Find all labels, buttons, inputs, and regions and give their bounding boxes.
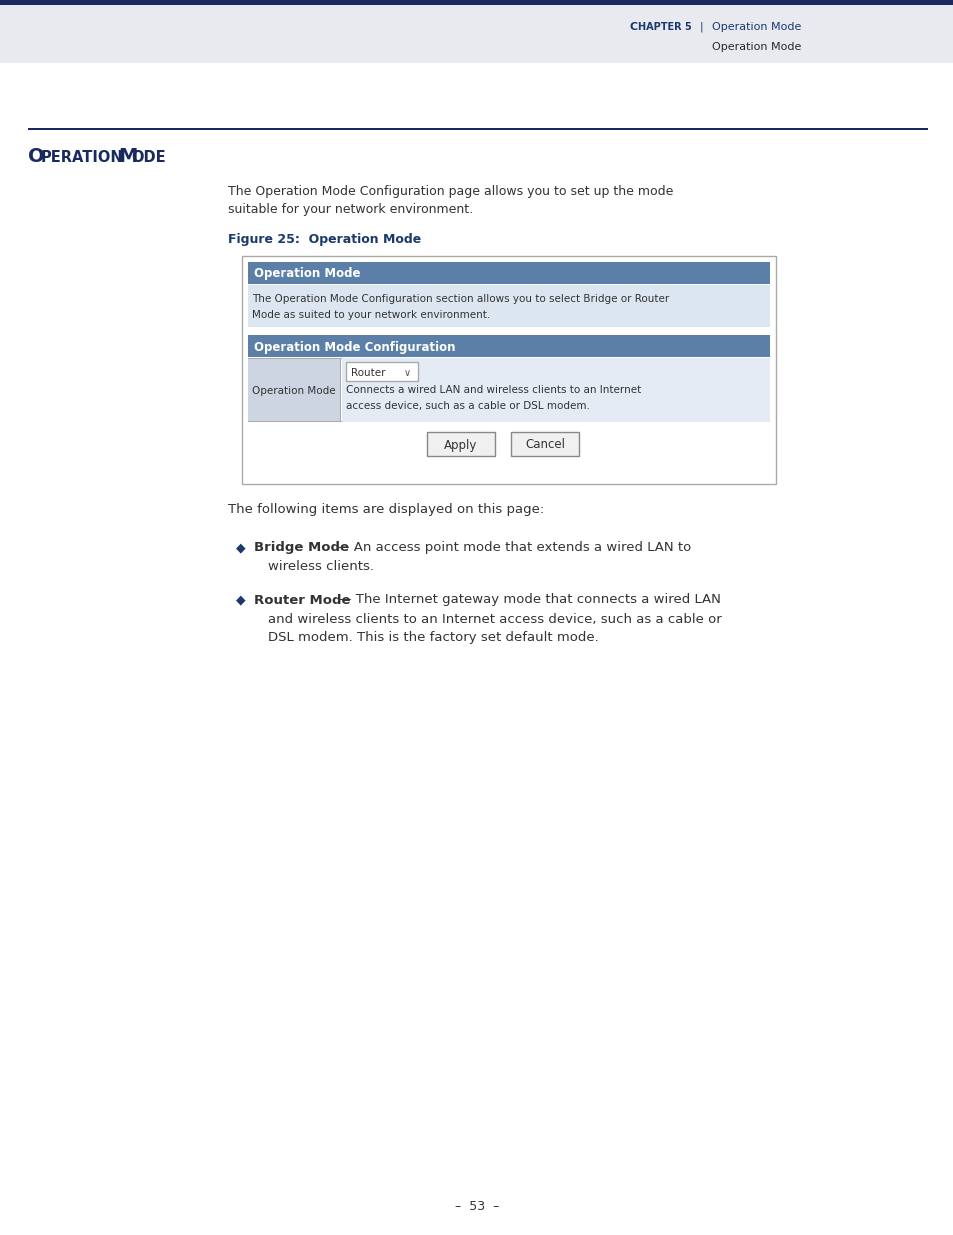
Bar — [346, 362, 417, 382]
Text: Router Mode: Router Mode — [253, 594, 350, 606]
Text: ∨: ∨ — [403, 368, 411, 378]
Text: Mode as suited to your network environment.: Mode as suited to your network environme… — [252, 310, 490, 320]
Text: ◆: ◆ — [235, 541, 245, 555]
Text: The Operation Mode Configuration section allows you to select Bridge or Router: The Operation Mode Configuration section… — [252, 294, 669, 304]
Bar — [427, 432, 495, 456]
Text: ODE: ODE — [131, 149, 166, 164]
Text: Apply: Apply — [444, 438, 477, 452]
Text: PERATION: PERATION — [41, 149, 124, 164]
Bar — [341, 358, 769, 422]
Text: M: M — [118, 147, 137, 167]
Text: The following items are displayed on this page:: The following items are displayed on thi… — [228, 504, 543, 516]
Bar — [248, 285, 769, 327]
Text: Operation Mode: Operation Mode — [252, 387, 335, 396]
Text: |: | — [700, 22, 703, 32]
Text: C: C — [629, 22, 638, 32]
Bar — [248, 335, 769, 357]
Bar — [339, 358, 340, 422]
Text: DSL modem. This is the factory set default mode.: DSL modem. This is the factory set defau… — [268, 631, 598, 645]
Bar — [0, 5, 953, 63]
Text: ◆: ◆ — [235, 594, 245, 606]
Text: and wireless clients to an Internet access device, such as a cable or: and wireless clients to an Internet acce… — [268, 613, 721, 625]
Text: suitable for your network environment.: suitable for your network environment. — [228, 204, 473, 216]
Text: Bridge Mode: Bridge Mode — [253, 541, 349, 555]
Text: Figure 25:  Operation Mode: Figure 25: Operation Mode — [228, 233, 421, 247]
Text: Operation Mode: Operation Mode — [711, 22, 801, 32]
Text: O: O — [28, 147, 45, 167]
Bar — [511, 432, 578, 456]
Text: Router: Router — [351, 368, 385, 378]
Text: Cancel: Cancel — [524, 438, 564, 452]
Text: Connects a wired LAN and wireless clients to an Internet: Connects a wired LAN and wireless client… — [346, 385, 640, 395]
Text: access device, such as a cable or DSL modem.: access device, such as a cable or DSL mo… — [346, 401, 589, 411]
Bar — [242, 256, 775, 484]
Text: — The Internet gateway mode that connects a wired LAN: — The Internet gateway mode that connect… — [334, 594, 720, 606]
Text: Operation Mode: Operation Mode — [253, 268, 360, 280]
Text: wireless clients.: wireless clients. — [268, 561, 374, 573]
Text: –  53  –: – 53 – — [455, 1200, 498, 1214]
Text: The Operation Mode Configuration page allows you to set up the mode: The Operation Mode Configuration page al… — [228, 185, 673, 199]
Text: Operation Mode: Operation Mode — [711, 42, 801, 52]
Text: HAPTER 5: HAPTER 5 — [638, 22, 691, 32]
Bar — [248, 262, 769, 284]
Bar — [248, 358, 339, 422]
Text: Operation Mode Configuration: Operation Mode Configuration — [253, 341, 455, 353]
Bar — [28, 128, 927, 130]
Text: — An access point mode that extends a wired LAN to: — An access point mode that extends a wi… — [332, 541, 691, 555]
Bar — [0, 0, 953, 5]
